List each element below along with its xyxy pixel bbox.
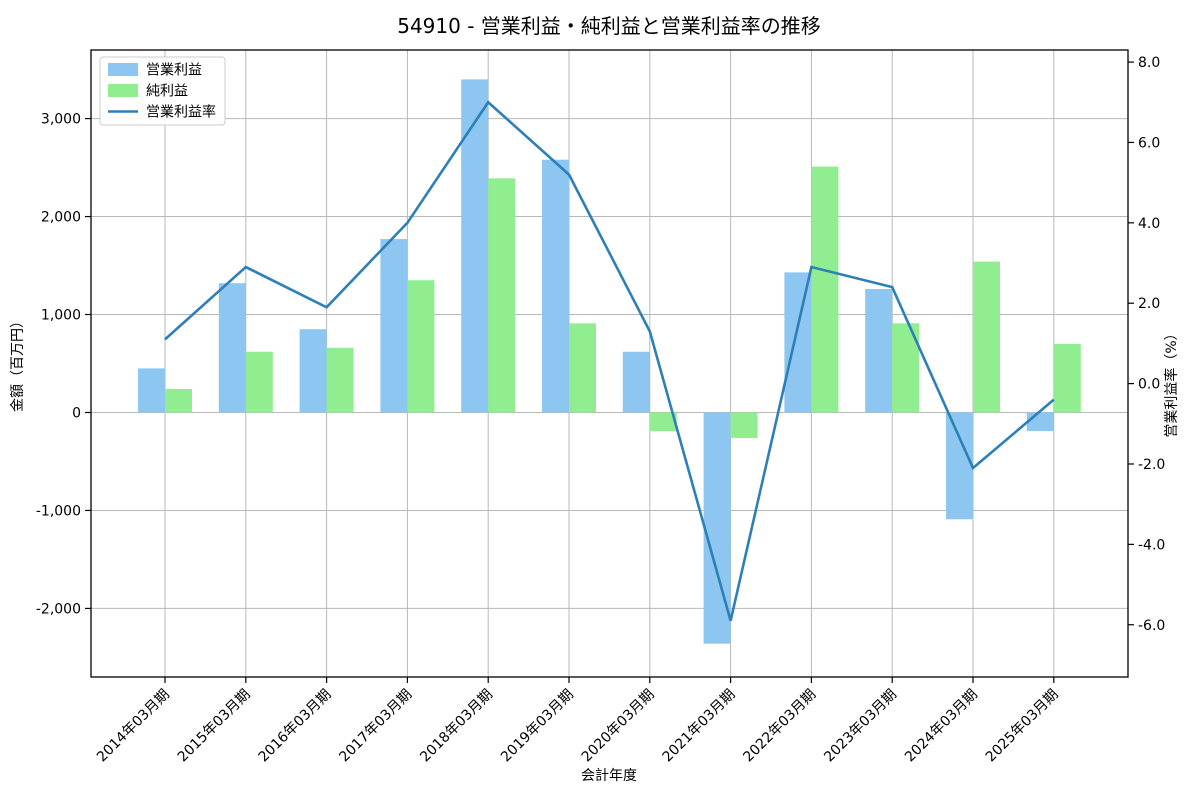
x-tick-label: 2016年03月期: [256, 687, 335, 766]
legend-label: 純利益: [146, 84, 188, 100]
x-tick-label: 2024年03月期: [902, 687, 981, 766]
x-tick-label: 2020年03月期: [579, 687, 658, 766]
y-tick-label-left: 1,000: [41, 308, 81, 324]
operating-margin-line: [164, 100, 1055, 622]
net-profit-bar: [569, 323, 596, 413]
net-profit-bar: [165, 388, 192, 413]
y-tick-label-right: -2.0: [1138, 457, 1165, 473]
y-tick-label-left: 0: [72, 405, 81, 421]
net-profit-bar: [973, 261, 1000, 413]
operating-profit-bar: [138, 368, 165, 413]
net-profit-bar: [407, 280, 435, 413]
x-tick-label: 2018年03月期: [417, 687, 496, 766]
net-profit-bar: [811, 166, 839, 413]
x-tick-label: 2015年03月期: [175, 687, 254, 766]
y-tick-label-right: 6.0: [1138, 135, 1160, 151]
axes-frame: [90, 49, 1129, 678]
x-tick-label: 2025年03月期: [983, 687, 1062, 766]
operating-profit-bar: [299, 329, 327, 413]
bars-layer: [138, 79, 1081, 644]
operating-profit-bar: [461, 79, 489, 413]
x-tick-label: 2022年03月期: [740, 687, 819, 766]
x-tick-label: 2019年03月期: [498, 687, 577, 766]
operating-profit-bar: [946, 412, 973, 520]
net-profit-bar: [245, 351, 273, 413]
operating-profit-bar: [865, 289, 893, 413]
net-profit-bar: [326, 347, 354, 413]
net-profit-bar: [730, 412, 758, 438]
operating-profit-bar: [542, 159, 569, 413]
y-tick-label-right: 0.0: [1138, 377, 1160, 393]
legend-swatch-operating-profit: [108, 63, 138, 76]
legend-swatch-net-profit: [108, 84, 138, 97]
x-tick-label: 2014年03月期: [94, 687, 173, 766]
operating-profit-bar: [380, 239, 408, 413]
y-axis-title-right: 営業利益率（%）: [1163, 326, 1180, 437]
operating-profit-bar: [622, 351, 650, 413]
x-tick-label: 2021年03月期: [660, 687, 739, 766]
y-tick-label-right: 8.0: [1138, 55, 1160, 71]
y-tick-label-left: -2,000: [36, 601, 81, 617]
y-tick-label-left: 2,000: [41, 210, 81, 226]
legend-label: 営業利益: [146, 63, 202, 79]
y-tick-label-left: -1,000: [36, 503, 81, 519]
operating-profit-bar: [218, 283, 246, 413]
line-layer: [164, 100, 1055, 622]
chart-title: 54910 - 営業利益・純利益と営業利益率の推移: [397, 14, 821, 38]
x-axis-title: 会計年度: [581, 768, 637, 784]
y-axis-title-left: 金額（百万円）: [10, 314, 26, 412]
net-profit-bar: [649, 412, 677, 432]
y-tick-label-left: 3,000: [41, 112, 81, 128]
y-tick-label-right: -4.0: [1138, 537, 1165, 553]
y-tick-label-right: -6.0: [1138, 618, 1165, 634]
net-profit-bar: [1053, 343, 1081, 413]
y-tick-label-right: 2.0: [1138, 296, 1160, 312]
legend-label: 営業利益率: [146, 104, 216, 121]
net-profit-bar: [488, 178, 516, 413]
operating-profit-bar: [784, 272, 812, 413]
operating-profit-bar: [1026, 412, 1054, 432]
x-tick-label: 2023年03月期: [821, 687, 900, 766]
x-tick-label: 2017年03月期: [336, 687, 415, 766]
y-tick-label-right: 4.0: [1138, 216, 1160, 232]
grid-layer: [91, 50, 1128, 677]
